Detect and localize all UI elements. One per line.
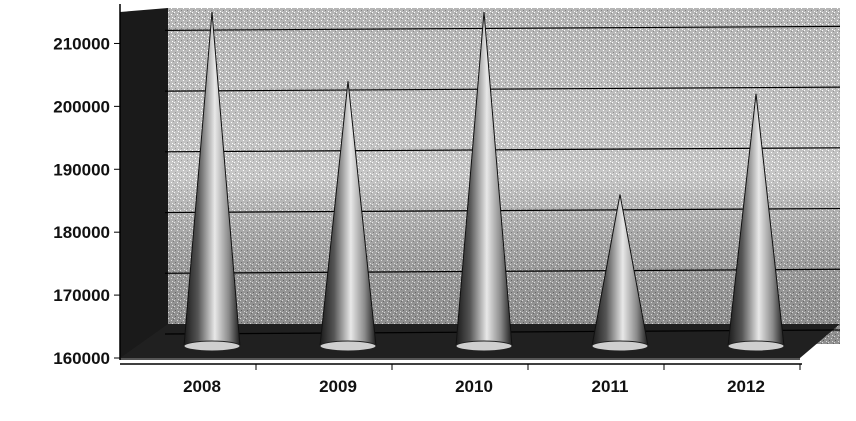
gridline [164,207,841,214]
y-tick-label: 190000 [53,160,110,179]
y-tick-label: 210000 [53,34,110,53]
gridline [164,25,841,31]
y-tick-label: 200000 [53,97,110,116]
x-tick-label-2010: 2010 [455,377,493,396]
chart-side-wall [120,8,168,358]
cone-base-2009 [319,340,377,352]
y-tick-label: 170000 [53,286,110,305]
cone-base-2012 [727,340,785,352]
gridline [164,86,841,92]
x-tick-label-2008: 2008 [183,377,221,396]
x-tick-label-2012: 2012 [727,377,765,396]
x-tick-label-2009: 2009 [319,377,357,396]
chart-floor-edge [120,358,800,360]
gridline [164,147,841,153]
cone-base-2011 [591,340,649,352]
cone-base-2008 [183,340,241,352]
y-tick-label: 160000 [53,349,110,368]
y-tick-label: 180000 [53,223,110,242]
x-tick-label-2011: 2011 [592,377,629,396]
cone-base-2010 [455,340,513,352]
